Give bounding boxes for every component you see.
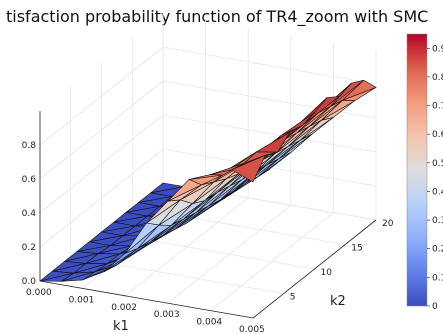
colorbar-tick-label: 0.2 — [432, 245, 443, 255]
surface-facet — [231, 154, 266, 183]
colorbar-tick-label: 0.7 — [432, 102, 443, 112]
y-axis-line — [252, 219, 377, 319]
colorbar-tick-label: 0.8 — [432, 73, 443, 83]
y-axis-label: k2 — [330, 294, 346, 309]
x-grid-line — [124, 27, 249, 297]
colorbar-gradient — [406, 33, 428, 307]
z-tick-label: 0.4 — [22, 209, 37, 219]
surface-facet — [167, 179, 202, 202]
colorbar-tick-label: 0.5 — [432, 159, 443, 169]
y-tick-label: 15 — [351, 244, 362, 254]
colorbar-tick-label: 0.6 — [432, 130, 443, 140]
x-tick-label: 0.002 — [111, 303, 137, 313]
x-tick-label: 0.003 — [154, 310, 180, 320]
x-axis-label: k1 — [113, 319, 129, 334]
tick-layer: 0.000 0.001 0.002 0.003 0.004 0.005 5 10 15 20 0.0… — [22, 141, 394, 334]
y-tick-label: 5 — [290, 293, 296, 303]
chart-title: tisfaction probability function of TR4_z… — [6, 7, 428, 27]
axis-layer — [39, 111, 377, 319]
z-tick-label: 0.0 — [22, 277, 37, 287]
x-tick-label: 0.004 — [196, 318, 222, 328]
colorbar-tick-label: 0 — [432, 302, 438, 312]
colorbar-tick-label: 0.1 — [432, 273, 443, 283]
surface-facet — [39, 272, 74, 282]
colorbar-tick-label: 0.4 — [432, 188, 443, 198]
z-tick-label: 0.6 — [22, 175, 37, 185]
colorbar-tick-label: 0.9 — [432, 44, 443, 54]
z-grid-line — [39, 46, 377, 146]
surface-facet — [103, 248, 138, 273]
z-tick-label: 0.8 — [22, 141, 37, 151]
z-grid-line — [39, 80, 377, 180]
surface-facet — [146, 199, 181, 224]
y-tick-label: 10 — [321, 268, 333, 278]
z-tick-label: 0.2 — [22, 243, 36, 253]
colorbar-tick-label: 0.3 — [432, 216, 443, 226]
x-tick-label: 0.000 — [26, 288, 52, 298]
surface-facet — [60, 271, 96, 282]
colorbar: 0 0.1 0.2 0.3 0.4 0.5 0.6 0.7 0.8 0.9 — [406, 33, 443, 312]
x-tick-label: 0.005 — [239, 325, 265, 334]
surface-facet — [82, 264, 117, 281]
surface-layer — [39, 79, 377, 282]
x-tick-label: 0.001 — [69, 295, 95, 305]
surface-facet — [124, 222, 160, 254]
surface-facet — [210, 163, 245, 175]
y-tick-label: 20 — [382, 219, 394, 229]
x-axis-line — [39, 280, 254, 319]
surface-facet — [188, 174, 223, 180]
